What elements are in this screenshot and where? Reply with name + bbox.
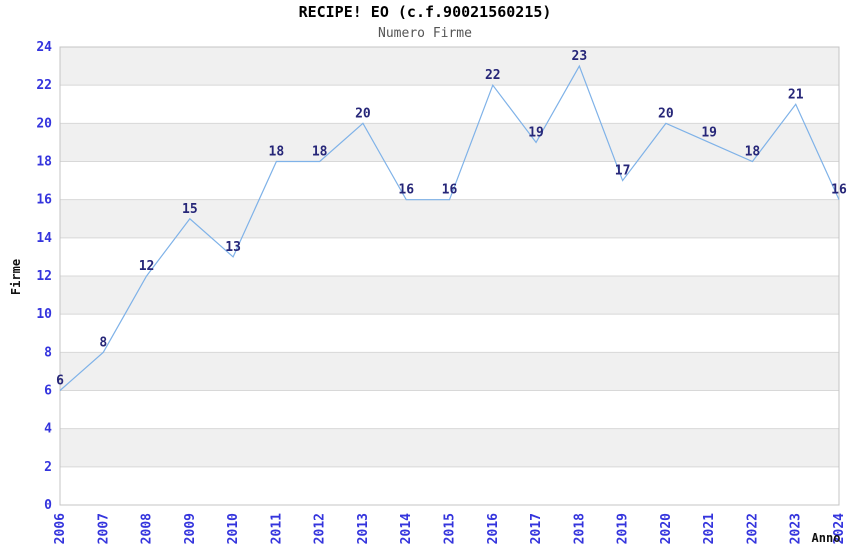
data-point-label: 6 xyxy=(56,374,64,389)
y-tick-label: 20 xyxy=(36,116,52,131)
x-tick-label: 2020 xyxy=(659,513,674,544)
x-tick-label: 2009 xyxy=(183,513,198,544)
plot-border xyxy=(59,46,840,506)
data-point-label: 18 xyxy=(745,145,761,160)
y-tick-label: 10 xyxy=(36,307,52,322)
y-tick-label: 18 xyxy=(36,155,52,170)
x-tick-label: 2024 xyxy=(832,513,847,544)
y-tick-label: 0 xyxy=(44,498,52,513)
plot-band xyxy=(60,428,839,467)
data-point-label: 18 xyxy=(269,145,285,160)
data-point-label: 19 xyxy=(701,125,717,140)
chart-subtitle: Numero Firme xyxy=(378,26,472,41)
data-point-label: 8 xyxy=(99,335,107,350)
x-tick-label: 2014 xyxy=(399,513,414,544)
data-point-label: 20 xyxy=(658,106,674,121)
x-tick-label: 2010 xyxy=(226,513,241,544)
data-point-label: 22 xyxy=(485,68,501,83)
data-point-label: 19 xyxy=(528,125,544,140)
data-point-label: 21 xyxy=(788,87,804,102)
plot-band xyxy=(60,199,839,238)
x-axis-title: Anno xyxy=(812,531,841,545)
y-axis-title: Firme xyxy=(9,259,23,295)
data-point-label: 20 xyxy=(355,106,371,121)
x-tick-label: 2008 xyxy=(140,513,155,544)
plot-band xyxy=(60,276,839,315)
y-tick-label: 2 xyxy=(44,460,52,475)
y-tick-label: 6 xyxy=(44,384,52,399)
x-tick-label: 2021 xyxy=(702,513,717,544)
y-tick-label: 16 xyxy=(36,193,52,208)
x-tick-label: 2011 xyxy=(269,513,284,544)
y-tick-label: 22 xyxy=(36,78,52,93)
y-tick-label: 4 xyxy=(44,422,52,437)
x-tick-label: 2017 xyxy=(529,513,544,544)
y-tick-label: 14 xyxy=(36,231,52,246)
y-tick-label: 8 xyxy=(44,345,52,360)
plot-band xyxy=(60,47,839,86)
data-line xyxy=(59,64,840,391)
x-tick-label: 2015 xyxy=(443,513,458,544)
y-tick-label: 12 xyxy=(36,269,52,284)
x-tick-label: 2018 xyxy=(572,513,587,544)
data-point-label: 16 xyxy=(442,183,458,198)
chart-title: RECIPE! EO (c.f.90021560215) xyxy=(298,3,552,21)
plot-band xyxy=(60,123,839,162)
data-point-label: 23 xyxy=(572,49,588,64)
x-tick-label: 2023 xyxy=(789,513,804,544)
data-point-label: 16 xyxy=(831,183,847,198)
data-point-label: 17 xyxy=(615,164,631,179)
x-tick-label: 2006 xyxy=(53,513,68,544)
x-tick-label: 2012 xyxy=(313,513,328,544)
data-point-label: 18 xyxy=(312,145,328,160)
x-tick-label: 2013 xyxy=(356,513,371,544)
x-tick-label: 2022 xyxy=(745,513,760,544)
data-point-label: 13 xyxy=(225,240,241,255)
y-tick-label: 24 xyxy=(36,40,52,55)
data-point-label: 12 xyxy=(139,259,155,274)
x-tick-label: 2007 xyxy=(96,513,111,544)
data-point-label: 15 xyxy=(182,202,198,217)
x-tick-label: 2019 xyxy=(616,513,631,544)
data-point-label: 16 xyxy=(398,183,414,198)
x-tick-label: 2016 xyxy=(486,513,501,544)
plot-band xyxy=(60,352,839,391)
